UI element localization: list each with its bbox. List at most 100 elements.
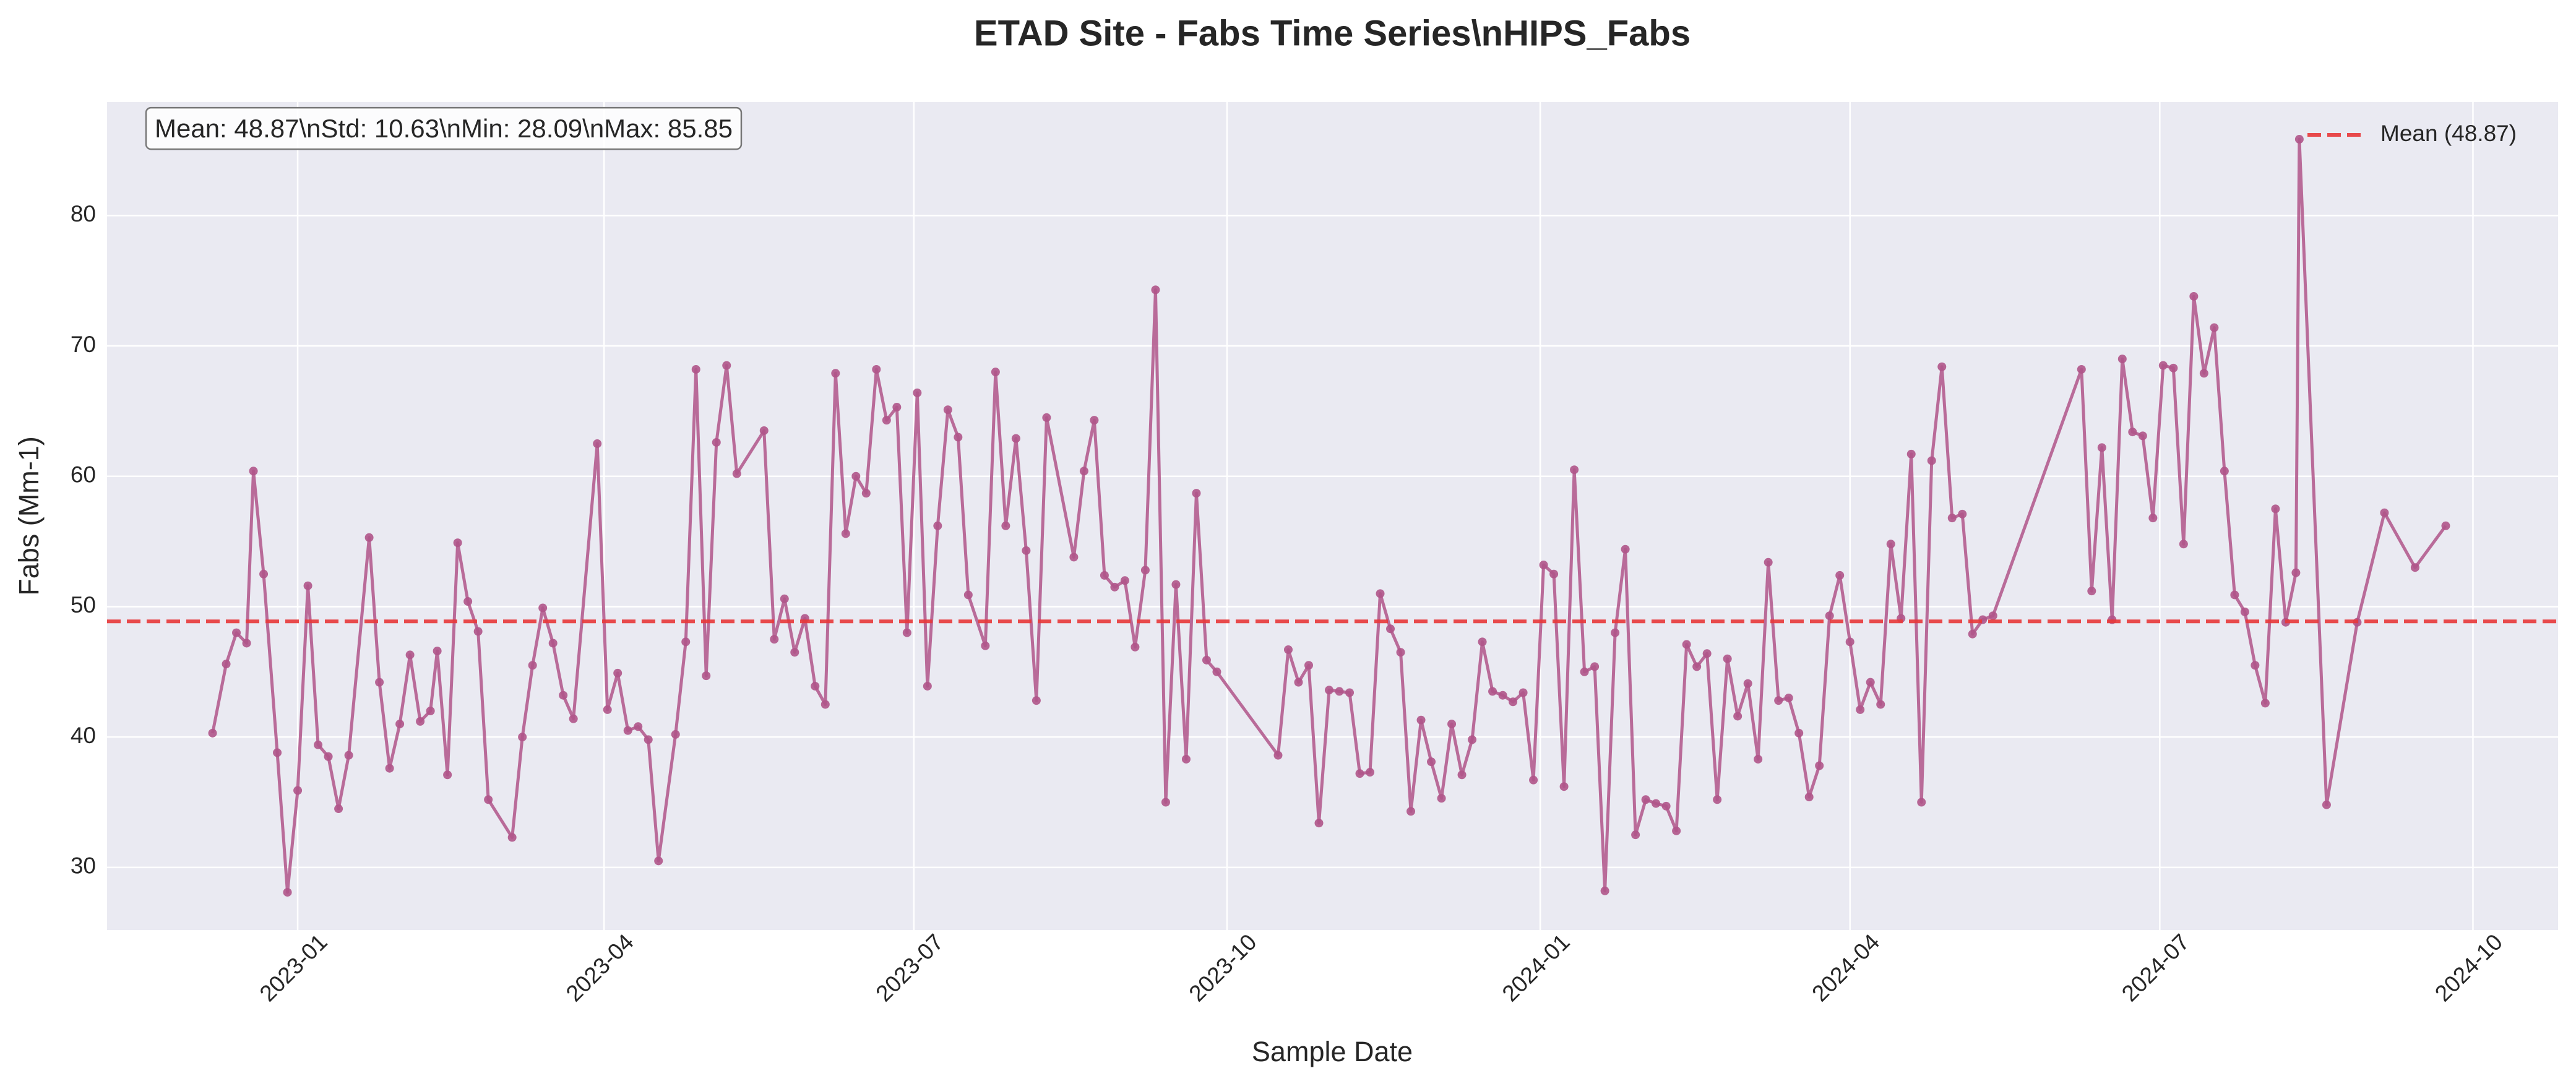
data-point: [759, 426, 769, 435]
data-point: [453, 538, 462, 548]
data-point: [1825, 611, 1834, 621]
y-tick-label: 30: [71, 853, 96, 879]
data-point: [2179, 540, 2188, 549]
data-point: [2128, 428, 2137, 437]
data-point: [933, 521, 942, 530]
legend: Mean (48.87): [2307, 121, 2517, 146]
data-point: [902, 628, 911, 637]
data-point: [2158, 361, 2168, 370]
data-point: [1621, 544, 1630, 554]
data-point: [593, 439, 602, 449]
y-tick-label: 80: [71, 201, 96, 226]
data-point: [712, 437, 721, 447]
data-point: [851, 471, 861, 481]
data-point: [1866, 678, 1875, 687]
data-point: [671, 730, 680, 739]
data-point: [1794, 728, 1804, 738]
data-point: [2271, 504, 2280, 514]
data-point: [1022, 546, 1031, 555]
legend-label: Mean (48.87): [2380, 121, 2517, 146]
data-point: [1570, 465, 1579, 475]
data-point: [1702, 649, 1712, 658]
data-point: [1559, 782, 1569, 791]
data-point: [273, 748, 282, 757]
stats-box-frame: [145, 106, 743, 150]
data-point: [1947, 514, 1957, 523]
data-point: [702, 671, 711, 681]
data-point: [1968, 629, 1977, 639]
data-point: [2148, 514, 2158, 523]
data-point: [518, 733, 527, 742]
data-point: [1733, 712, 1742, 721]
data-point: [1192, 489, 1201, 498]
data-point: [821, 700, 830, 709]
data-point: [443, 770, 452, 780]
data-point: [1754, 754, 1763, 764]
data-point: [2210, 323, 2219, 332]
stats-box: Mean: 48.87\nStd: 10.63\nMin: 28.09\nMax…: [145, 106, 743, 150]
y-tick-label: 70: [71, 332, 96, 357]
data-point: [364, 533, 374, 542]
data-point: [1131, 642, 1140, 652]
data-point: [1835, 570, 1845, 580]
data-point: [1366, 768, 1375, 777]
data-point: [538, 603, 548, 613]
data-point: [1498, 691, 1507, 700]
data-point: [344, 751, 353, 760]
data-point: [943, 405, 952, 415]
data-point: [416, 717, 425, 726]
x-tick-label: 2024-01: [1497, 929, 1575, 1007]
data-point: [913, 388, 922, 397]
data-point: [1876, 700, 1885, 709]
y-tick-label: 40: [71, 723, 96, 748]
data-point: [811, 681, 820, 691]
data-point: [1682, 640, 1691, 649]
data-point: [1202, 655, 1211, 665]
data-point: [954, 433, 963, 442]
data-point: [1335, 687, 1344, 696]
data-point: [1468, 735, 1477, 744]
data-point: [1386, 624, 1395, 634]
data-point: [644, 735, 653, 744]
data-point: [1427, 757, 1436, 767]
data-point: [923, 681, 932, 691]
data-point: [732, 469, 741, 478]
data-point: [2230, 590, 2239, 600]
data-point: [603, 705, 612, 714]
data-point: [2260, 699, 2270, 708]
data-point: [1457, 770, 1467, 780]
data-point: [569, 714, 578, 723]
data-point: [722, 361, 731, 370]
data-point: [484, 795, 493, 804]
data-point: [1743, 679, 1752, 688]
data-point: [1069, 553, 1079, 562]
x-tick-label: 2024-07: [2117, 929, 2194, 1007]
marks: [107, 135, 2558, 897]
data-point: [1376, 589, 1385, 598]
data-point: [841, 529, 850, 538]
data-point: [473, 627, 483, 636]
data-point: [831, 369, 840, 378]
data-point: [1692, 662, 1702, 671]
data-point: [2077, 364, 2086, 374]
data-point: [2199, 369, 2208, 378]
data-point: [1273, 751, 1283, 760]
data-point: [1437, 794, 1446, 803]
data-point: [1355, 769, 1364, 778]
data-point: [1590, 662, 1600, 671]
data-point: [208, 728, 217, 738]
data-point: [1090, 416, 1099, 425]
data-point: [1488, 687, 1497, 696]
data-point: [1345, 688, 1355, 697]
data-point: [242, 639, 251, 648]
data-point: [1171, 580, 1181, 589]
data-point: [1324, 686, 1333, 695]
data-point: [1906, 449, 1916, 458]
data-point: [681, 637, 691, 647]
data-point: [2251, 661, 2260, 670]
data-point: [1294, 678, 1303, 687]
data-point: [2097, 443, 2106, 452]
grid: [107, 102, 2558, 930]
data-point: [770, 635, 779, 644]
data-point: [1416, 715, 1426, 725]
